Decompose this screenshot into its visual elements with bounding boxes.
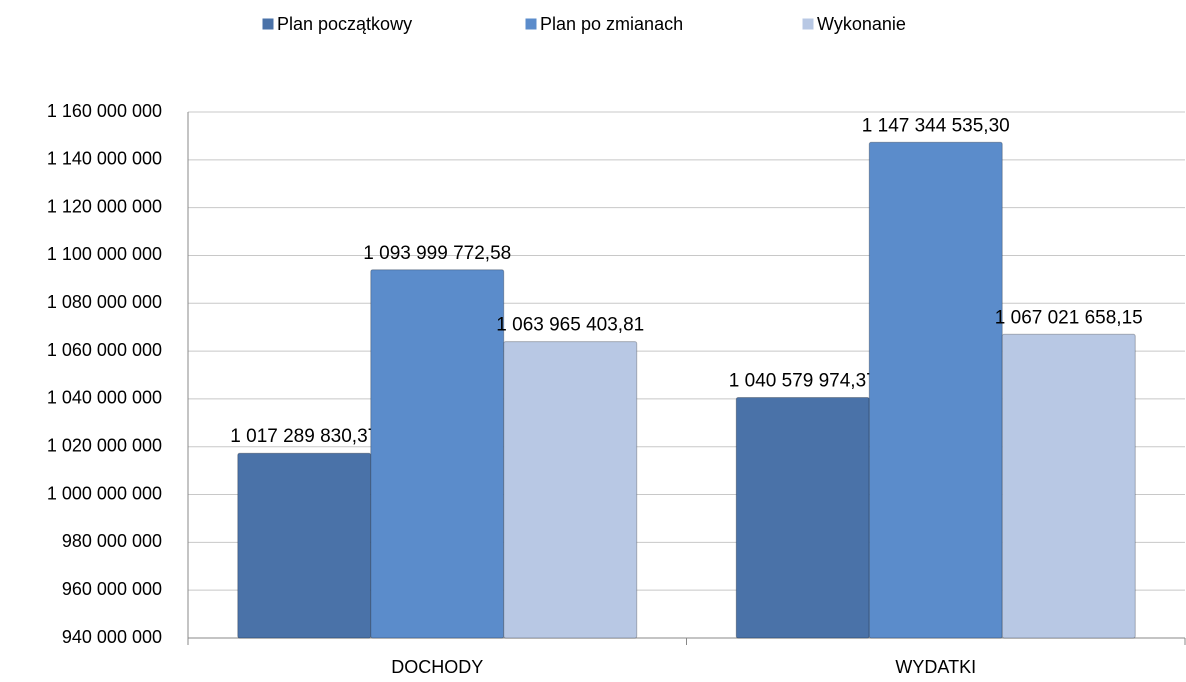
- value-label: 1 067 021 658,15: [995, 307, 1143, 328]
- y-tick-label: 1 160 000 000: [47, 101, 162, 121]
- y-tick-label: 1 020 000 000: [47, 435, 162, 455]
- y-tick-label: 1 100 000 000: [47, 244, 162, 264]
- legend-marker: [261, 17, 275, 31]
- bar: [868, 141, 1003, 639]
- legend-label: Wykonanie: [817, 14, 906, 34]
- bar: [503, 341, 638, 639]
- y-tick-label: 1 040 000 000: [47, 388, 162, 408]
- legend-marker: [801, 17, 815, 31]
- legend-marker: [524, 17, 538, 31]
- x-tick-label: DOCHODY: [391, 657, 483, 677]
- y-tick-label: 1 120 000 000: [47, 196, 162, 216]
- y-tick-label: 1 000 000 000: [47, 483, 162, 503]
- bar: [1001, 333, 1136, 639]
- value-label: 1 093 999 772,58: [363, 243, 511, 264]
- y-tick-label: 940 000 000: [62, 627, 162, 647]
- value-label: 1 040 579 974,37: [729, 371, 877, 392]
- y-tick-label: 1 080 000 000: [47, 292, 162, 312]
- value-label: 1 017 289 830,37: [230, 426, 378, 447]
- x-tick-label: WYDATKI: [895, 657, 976, 677]
- legend-label: Plan początkowy: [277, 14, 412, 34]
- y-tick-label: 1 140 000 000: [47, 149, 162, 169]
- y-tick-label: 1 060 000 000: [47, 340, 162, 360]
- value-label: 1 063 965 403,81: [496, 315, 644, 336]
- y-tick-label: 980 000 000: [62, 531, 162, 551]
- y-tick-label: 960 000 000: [62, 579, 162, 599]
- legend-label: Plan po zmianach: [540, 14, 683, 34]
- bar: [735, 397, 870, 639]
- value-label: 1 147 344 535,30: [862, 115, 1010, 136]
- bar: [370, 269, 505, 639]
- bar: [237, 452, 372, 639]
